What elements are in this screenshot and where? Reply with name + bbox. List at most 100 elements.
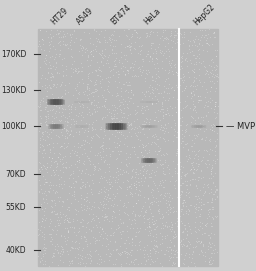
Point (48, 217, 52, 221)
Point (45, 93, 49, 98)
Point (145, 34, 149, 38)
Point (148, 117, 153, 121)
Point (60, 94, 64, 99)
Point (150, 140, 154, 144)
Point (185, 244, 189, 248)
Point (62, 97, 66, 101)
Point (41, 251, 45, 256)
Point (50, 92, 55, 96)
Point (177, 63, 181, 67)
Point (65, 136, 69, 140)
Point (141, 59, 145, 64)
Point (87, 220, 91, 224)
Point (127, 43, 131, 47)
Point (167, 68, 171, 72)
Point (114, 69, 118, 74)
Point (193, 177, 197, 181)
Point (129, 121, 133, 125)
Point (137, 161, 141, 165)
Point (184, 84, 188, 88)
Point (154, 165, 158, 169)
Point (65, 226, 69, 230)
Point (190, 161, 194, 165)
Point (205, 216, 209, 221)
Point (67, 263, 71, 267)
Point (159, 233, 164, 238)
Point (144, 90, 148, 94)
Point (137, 44, 141, 48)
Point (122, 82, 126, 86)
Point (211, 243, 216, 247)
Point (175, 31, 179, 35)
Point (113, 193, 118, 198)
Point (157, 183, 161, 187)
Point (47, 155, 51, 160)
Point (179, 32, 183, 36)
Point (47, 190, 51, 195)
Point (146, 196, 150, 200)
Point (65, 31, 69, 36)
Point (134, 186, 138, 191)
Point (172, 39, 176, 44)
Point (89, 190, 93, 194)
Point (52, 103, 56, 107)
Point (77, 241, 81, 245)
Point (209, 171, 214, 175)
Point (115, 203, 119, 208)
Point (99, 156, 103, 161)
Point (61, 107, 65, 111)
Point (93, 240, 97, 245)
Point (87, 86, 91, 91)
Point (58, 152, 62, 156)
Point (134, 182, 138, 186)
Point (53, 67, 57, 71)
Point (43, 114, 47, 118)
Point (91, 47, 95, 52)
Point (134, 111, 138, 115)
Point (173, 105, 177, 109)
Point (128, 155, 132, 160)
Point (52, 97, 56, 101)
Point (153, 183, 157, 187)
Point (172, 235, 176, 240)
Point (103, 61, 108, 66)
Point (103, 158, 107, 163)
Point (101, 196, 105, 200)
Point (119, 108, 123, 112)
Point (90, 111, 94, 115)
Point (60, 80, 64, 84)
Point (107, 146, 111, 150)
Point (112, 115, 116, 120)
Point (112, 196, 116, 201)
Point (81, 246, 85, 250)
Point (210, 42, 214, 47)
Point (59, 144, 63, 148)
Point (209, 254, 213, 259)
Point (86, 198, 90, 202)
Point (156, 119, 160, 124)
Point (124, 170, 129, 174)
Point (190, 149, 194, 153)
Point (120, 250, 124, 254)
Point (101, 63, 105, 67)
Point (163, 27, 167, 32)
Point (65, 128, 69, 133)
Point (96, 151, 100, 155)
Point (124, 250, 128, 255)
Point (114, 115, 118, 120)
Point (135, 137, 140, 141)
Point (209, 221, 213, 225)
Point (87, 227, 91, 231)
Point (44, 197, 48, 201)
Point (168, 34, 172, 38)
Point (178, 31, 182, 35)
Point (182, 198, 186, 202)
Point (185, 171, 189, 175)
Point (192, 106, 196, 110)
Point (179, 239, 183, 244)
Point (156, 203, 160, 207)
Point (56, 244, 60, 249)
Point (213, 139, 217, 143)
Point (142, 119, 146, 124)
Point (168, 207, 173, 211)
